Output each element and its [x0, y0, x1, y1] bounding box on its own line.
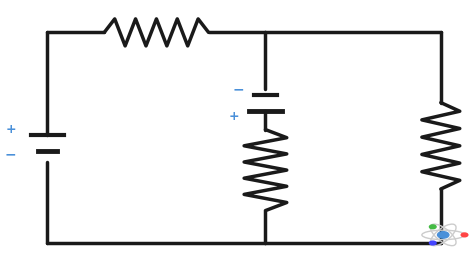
- Text: −: −: [5, 147, 17, 161]
- Circle shape: [429, 241, 436, 245]
- Text: +: +: [229, 110, 239, 123]
- Text: −: −: [232, 82, 244, 96]
- Text: +: +: [6, 123, 17, 136]
- Circle shape: [461, 233, 468, 237]
- Circle shape: [438, 232, 449, 238]
- Circle shape: [429, 225, 436, 229]
